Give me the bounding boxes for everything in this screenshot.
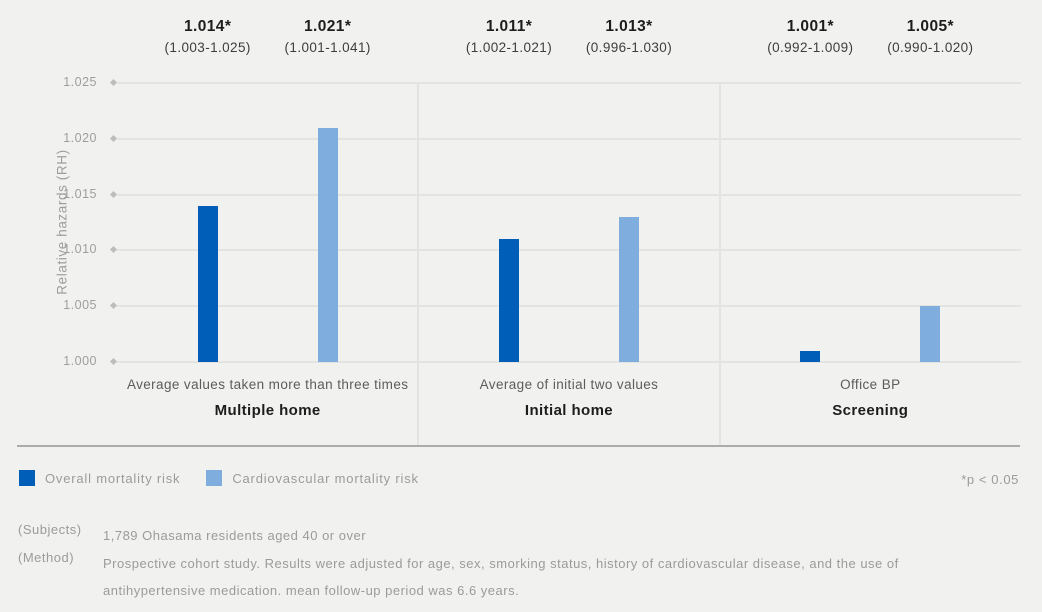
bar-overall [499,239,519,362]
group-divider [718,83,721,446]
value-label: 1.021* [304,18,352,35]
confidence-interval-label: (1.002-1.021) [465,40,553,55]
legend: Overall mortality risk Cardiovascular mo… [19,470,445,486]
value-label: 1.014* [184,18,232,35]
value-label: 1.001* [786,18,834,35]
value-label-block: 1.011* (1.002-1.021) [434,16,584,58]
tick-marker-icon [109,302,118,310]
group-label-block: Average of initial two values Initial hom… [418,374,719,426]
tick-marker-icon [109,246,118,254]
group-divider [417,83,420,446]
confidence-interval-label: (1.003-1.025) [164,40,251,55]
bar-cardiovascular [317,127,338,362]
group-sublabel: Average of initial two values [479,377,659,392]
confidence-interval-label: (0.990-1.020) [887,40,974,55]
value-label: 1.011* [485,18,533,35]
bar-overall [800,350,821,362]
tick-marker-icon [109,78,118,87]
value-label-block: 1.021* (1.001-1.041) [253,16,403,58]
gridline [117,249,1021,252]
group-label: Initial home [524,402,614,419]
y-tick-label: 1.015 [63,186,97,201]
chart-bottom-divider [17,445,1020,447]
group-sublabel: Average values taken more than three tim… [126,377,409,392]
value-label: 1.005* [906,18,954,35]
confidence-interval-label: (0.992-1.009) [767,40,854,55]
tick-marker-icon [109,190,118,198]
y-tick-label: 1.000 [63,354,97,368]
y-tick-label: 1.025 [63,75,97,89]
y-tick-label: 1.005 [63,298,97,313]
y-tick-label: 1.010 [63,242,97,257]
legend-label-cardiovascular: Cardiovascular mortality risk [232,470,419,486]
confidence-interval-label: (1.001-1.041) [284,40,371,55]
confidence-interval-label: (0.996-1.030) [585,40,673,55]
tick-marker-icon [109,357,118,366]
value-label-block: 1.001* (0.992-1.009) [735,16,885,58]
gridline [117,305,1021,308]
gridline [117,82,1021,84]
y-tick-label: 1.020 [63,130,97,145]
bar-overall [197,205,218,362]
y-axis-title: Relative hazards (RH) [54,149,70,295]
subjects-text: 1,789 Ohasama residents aged 40 or over [103,528,367,543]
group-sublabel: Office BP [840,377,901,392]
gridline [117,193,1021,196]
value-label-block: 1.013* (0.996-1.030) [554,16,704,58]
tick-marker-icon [109,134,118,142]
group-label-block: Office BP Screening [720,374,1021,426]
gridline [117,137,1021,140]
plot-area: 1.000 1.005 1.010 1.015 1.020 1.025 [63,75,1021,446]
value-label-block: 1.014* (1.003-1.025) [133,16,283,58]
bar-cardiovascular [920,306,941,362]
value-label: 1.013* [605,18,653,35]
bar-cardiovascular [619,216,639,362]
significance-note: *p < 0.05 [961,472,1019,487]
method-label: (Method) [18,550,75,565]
value-label-block: 1.005* (0.990-1.020) [855,16,1005,58]
subjects-label: (Subjects) [18,522,82,537]
gridline [117,361,1021,363]
group-label: Multiple home [214,402,321,419]
legend-label-overall: Overall mortality risk [45,470,181,486]
legend-swatch-cardiovascular-icon [206,470,223,486]
legend-swatch-overall-icon [19,470,35,486]
value-labels-layer: 1.014* (1.003-1.025) 1.021* (1.001-1.041) 1.… [117,16,1021,68]
group-label-block: Average values taken more than three tim… [117,374,418,426]
method-text: Prospective cohort study. Results were a… [103,556,899,598]
group-label: Screening [832,402,909,419]
